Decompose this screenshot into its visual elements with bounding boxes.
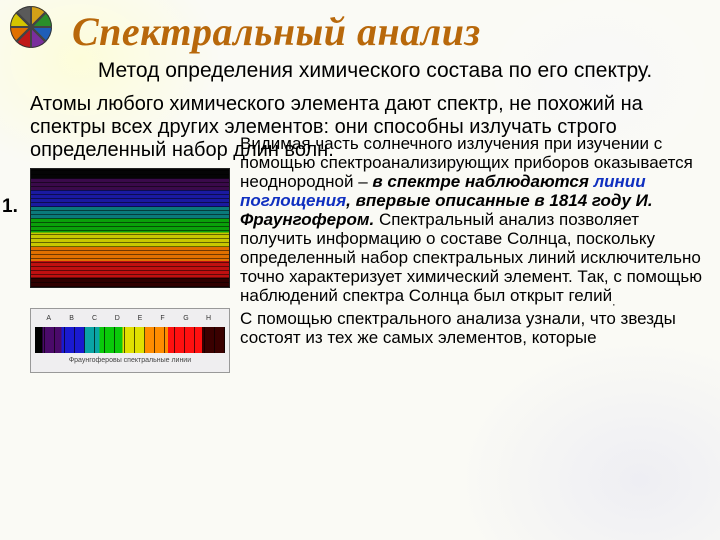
tick: F: [160, 315, 164, 322]
period-sub: .: [612, 295, 615, 309]
spectrum-caption: Фраунгоферовы спектральные линии: [35, 357, 225, 364]
tick: D: [115, 315, 120, 322]
tick: B: [69, 315, 74, 322]
color-wheel-icon: [10, 6, 52, 48]
body-paragraph: Видимая часть солнечного излучения при и…: [240, 132, 702, 373]
subtitle: Метод определения химического состава по…: [58, 59, 692, 83]
list-number: 1.: [2, 196, 18, 218]
p2a: в спектре наблюдаются: [372, 172, 593, 191]
tick: H: [206, 315, 211, 322]
tick: A: [46, 315, 51, 322]
tick: C: [92, 315, 97, 322]
spectrum-fraunhofer: A B C D E F G H Фраунгоферовы спектральн…: [30, 308, 230, 373]
spectrum-ticks: A B C D E F G H: [35, 313, 225, 327]
figures-column: A B C D E F G H Фраунгоферовы спектральн…: [30, 132, 230, 373]
spectrum-bar: [35, 327, 225, 353]
page-title: Спектральный анализ: [18, 8, 702, 55]
spectrum-continuous: [30, 168, 230, 288]
tick: E: [138, 315, 143, 322]
tick: G: [183, 315, 188, 322]
overlay-fragment: Видимая часть солнечного излучения при и…: [240, 134, 649, 153]
p4: С помощью спектрального анализа узнали, …: [240, 309, 676, 347]
